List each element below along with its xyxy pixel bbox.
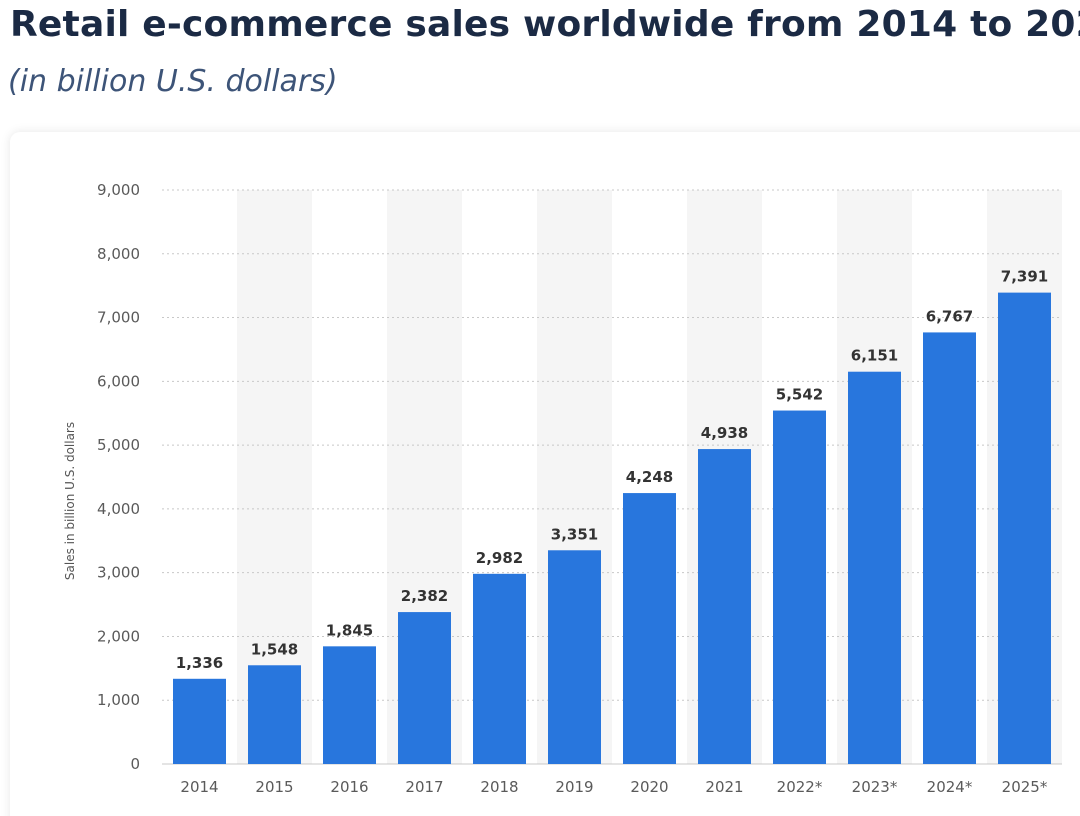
- value-label-2020: 4,248: [626, 468, 673, 486]
- chart-title: Retail e-commerce sales worldwide from 2…: [10, 4, 1080, 45]
- y-axis-ticks: 0 1,000 2,000 3,000 4,000 5,000 6,000 7,000 8,00…: [97, 181, 140, 773]
- x-tick-label-2025*: 2025*: [1002, 778, 1048, 796]
- value-label-2024*: 6,767: [926, 307, 973, 325]
- value-label-2023*: 6,151: [851, 347, 898, 365]
- bar-2023*: [848, 371, 901, 764]
- x-axis-ticks: 2014 2015 2016 2017 2018 2019 2020 2021 2022* 202…: [180, 778, 1047, 796]
- x-tick-label-2016: 2016: [330, 778, 368, 796]
- y-tick-label: 4,000: [97, 500, 140, 518]
- bars: [173, 292, 1051, 764]
- bar-2022*: [773, 410, 826, 764]
- x-tick-label-2020: 2020: [630, 778, 668, 796]
- value-label-2015: 1,548: [251, 640, 298, 658]
- value-label-2014: 1,336: [176, 654, 223, 672]
- bar-2020: [623, 493, 676, 764]
- value-label-2018: 2,982: [476, 549, 523, 567]
- y-axis-title: Sales in billion U.S. dollars: [63, 422, 77, 580]
- x-tick-label-2015: 2015: [255, 778, 293, 796]
- bar-2015: [248, 665, 301, 764]
- bar-2024*: [923, 332, 976, 764]
- y-tick-label: 6,000: [97, 372, 140, 390]
- y-tick-label: 9,000: [97, 181, 140, 199]
- bar-2021: [698, 449, 751, 764]
- bar-2025*: [998, 292, 1051, 764]
- y-tick-label: 7,000: [97, 309, 140, 327]
- chart-card: 0 1,000 2,000 3,000 4,000 5,000 6,000 7,000 8,00…: [10, 132, 1080, 816]
- value-label-2025*: 7,391: [1001, 268, 1048, 286]
- value-label-2019: 3,351: [551, 525, 598, 543]
- x-tick-label-2017: 2017: [405, 778, 443, 796]
- bar-2016: [323, 646, 376, 764]
- value-labels: 1,336 1,548 1,845 2,382 2,982 3,351 4,248 4,938…: [176, 268, 1048, 672]
- bar-chart: 0 1,000 2,000 3,000 4,000 5,000 6,000 7,000 8,00…: [63, 181, 1062, 796]
- y-tick-label: 2,000: [97, 627, 140, 645]
- y-tick-label: 3,000: [97, 564, 140, 582]
- value-label-2017: 2,382: [401, 587, 448, 605]
- x-tick-label-2023*: 2023*: [852, 778, 898, 796]
- value-label-2016: 1,845: [326, 621, 373, 639]
- x-tick-label-2024*: 2024*: [927, 778, 973, 796]
- bar-2017: [398, 612, 451, 764]
- x-tick-label-2018: 2018: [480, 778, 518, 796]
- x-tick-label-2022*: 2022*: [777, 778, 823, 796]
- y-tick-label: 0: [130, 755, 140, 773]
- bar-2019: [548, 550, 601, 764]
- value-label-2021: 4,938: [701, 424, 748, 442]
- grid-lines: [162, 189, 1062, 765]
- x-tick-label-2019: 2019: [555, 778, 593, 796]
- bar-2014: [173, 678, 226, 764]
- y-tick-label: 1,000: [97, 691, 140, 709]
- y-tick-label: 8,000: [97, 245, 140, 263]
- chart-subtitle: (in billion U.S. dollars): [8, 64, 338, 99]
- x-tick-label-2021: 2021: [705, 778, 743, 796]
- bar-2018: [473, 573, 526, 764]
- value-label-2022*: 5,542: [776, 386, 823, 404]
- y-tick-label: 5,000: [97, 436, 140, 454]
- x-tick-label-2014: 2014: [180, 778, 218, 796]
